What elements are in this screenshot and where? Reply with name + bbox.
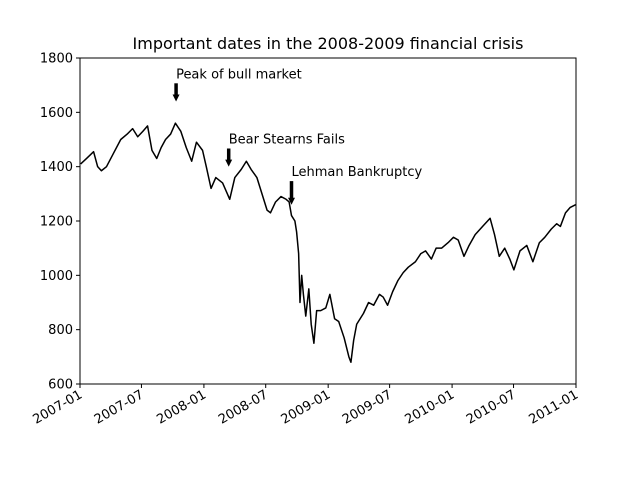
annotation-arrow-head <box>172 94 180 102</box>
annotation-2: Lehman Bankruptcy <box>288 165 422 205</box>
y-tick-label: 1400 <box>40 160 73 175</box>
annotation-label: Bear Stearns Fails <box>229 133 345 148</box>
x-tick-label: 2009-07 <box>340 387 395 427</box>
y-tick-label: 600 <box>48 378 73 393</box>
series-line-0 <box>80 122 576 364</box>
x-tick-label: 2010-07 <box>464 387 519 427</box>
y-tick-label: 1000 <box>40 269 73 284</box>
x-tick-label: 2007-01 <box>30 387 85 427</box>
y-tick-label: 1800 <box>40 52 73 67</box>
y-axis: 600 800 1000 1200 1400 1600 1800 <box>40 52 80 393</box>
annotations: Peak of bull market Bear Stearns Fails Leh… <box>172 67 422 205</box>
x-tick-label: 2008-01 <box>154 387 209 427</box>
y-tick-label: 1200 <box>40 215 73 230</box>
annotation-arrow-head <box>288 197 296 205</box>
annotation-0: Peak of bull market <box>172 67 302 102</box>
y-tick-label: 1600 <box>40 106 73 121</box>
chart-title: Important dates in the 2008-2009 financi… <box>133 34 524 53</box>
annotation-label: Peak of bull market <box>176 67 302 82</box>
x-tick-label: 2011-01 <box>526 387 581 427</box>
x-tick-label: 2009-01 <box>279 387 334 427</box>
x-tick-label: 2010-01 <box>403 387 458 427</box>
x-tick-label: 2007-07 <box>92 387 147 427</box>
plot-content <box>80 122 576 364</box>
plot-frame <box>79 57 577 385</box>
x-tick-label: 2008-07 <box>216 387 271 427</box>
annotation-label: Lehman Bankruptcy <box>292 165 423 180</box>
annotation-1: Bear Stearns Fails <box>225 133 345 167</box>
x-axis: 2007-01 2007-07 2008-01 2008-07 2009-01 2009-… <box>30 384 581 428</box>
annotation-arrow-head <box>225 159 233 167</box>
y-tick-label: 800 <box>48 323 73 338</box>
